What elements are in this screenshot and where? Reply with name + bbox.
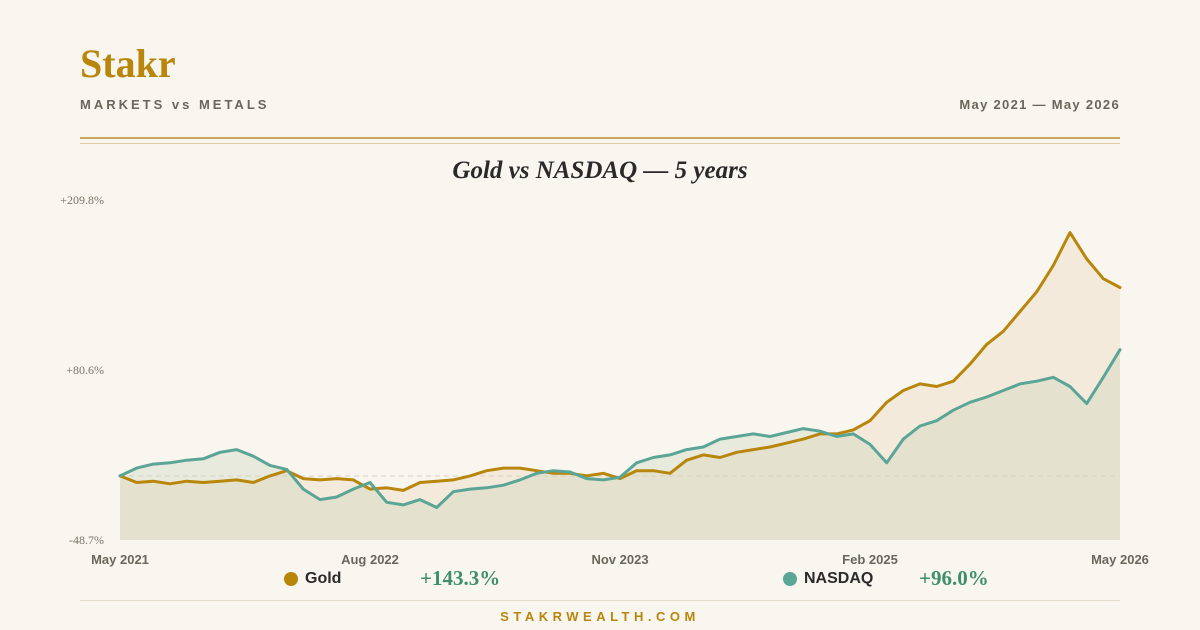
x-tick-label: Nov 2023 xyxy=(591,552,648,567)
chart-title: Gold vs NASDAQ — 5 years xyxy=(452,157,748,184)
y-tick-label: +80.6% xyxy=(66,363,104,377)
y-tick-label: +209.8% xyxy=(60,193,104,207)
y-tick-label: -48.7% xyxy=(69,533,104,547)
brand-logo: Stakr xyxy=(80,41,176,86)
series-line-nasdaq xyxy=(118,348,1122,509)
x-tick-label: May 2021 xyxy=(91,552,149,567)
footer-divider xyxy=(80,600,1120,601)
x-tick-label: Aug 2022 xyxy=(341,552,399,567)
header-divider xyxy=(80,137,1120,139)
x-tick-label: Feb 2025 xyxy=(842,552,898,567)
header-divider-thin xyxy=(80,143,1120,144)
legend-swatch-gold xyxy=(284,572,298,586)
legend-return-nasdaq: +96.0% xyxy=(919,566,989,590)
area-gold xyxy=(120,232,1120,540)
page-subtitle: MARKETS vs METALS xyxy=(80,97,270,112)
legend-return-gold: +143.3% xyxy=(420,566,501,590)
area-nasdaq xyxy=(120,349,1120,540)
footer-site: STAKRWEALTH.COM xyxy=(500,609,700,624)
legend-swatch-nasdaq xyxy=(783,572,797,586)
x-tick-label: May 2026 xyxy=(1091,552,1149,567)
legend-label-gold: Gold xyxy=(305,570,342,587)
date-range: May 2021 — May 2026 xyxy=(959,97,1120,112)
legend-label-nasdaq: NASDAQ xyxy=(804,570,874,587)
